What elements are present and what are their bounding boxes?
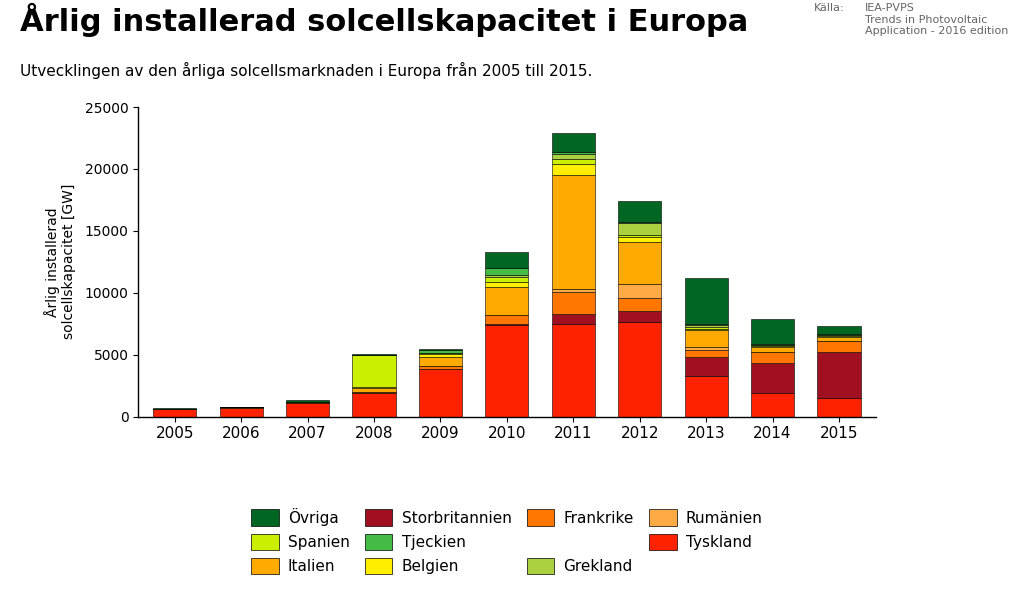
Bar bbox=[817, 352, 860, 398]
Bar bbox=[419, 349, 462, 350]
Bar bbox=[352, 392, 395, 393]
Bar bbox=[552, 164, 595, 175]
Bar bbox=[352, 354, 395, 355]
Bar bbox=[552, 133, 595, 152]
Text: Källa:: Källa: bbox=[814, 3, 845, 13]
Bar bbox=[352, 393, 395, 416]
Bar bbox=[485, 275, 528, 277]
Bar bbox=[552, 324, 595, 416]
Bar bbox=[685, 325, 728, 327]
Bar bbox=[552, 154, 595, 159]
Bar bbox=[552, 152, 595, 154]
Bar bbox=[485, 315, 528, 324]
Bar bbox=[751, 347, 795, 352]
Bar bbox=[618, 222, 662, 224]
Bar bbox=[219, 407, 263, 408]
Bar bbox=[618, 224, 662, 234]
Bar bbox=[419, 353, 462, 357]
Bar bbox=[552, 314, 595, 324]
Bar bbox=[485, 268, 528, 275]
Bar bbox=[685, 327, 728, 328]
Bar bbox=[618, 311, 662, 322]
Bar bbox=[751, 364, 795, 393]
Bar bbox=[618, 237, 662, 242]
Bar bbox=[685, 324, 728, 325]
Bar bbox=[552, 175, 595, 289]
Bar bbox=[419, 357, 462, 367]
Bar bbox=[618, 298, 662, 311]
Bar bbox=[352, 388, 395, 392]
Bar bbox=[154, 409, 197, 416]
Bar bbox=[552, 292, 595, 314]
Bar bbox=[485, 277, 528, 281]
Bar bbox=[154, 408, 197, 409]
Bar bbox=[485, 287, 528, 315]
Bar bbox=[485, 252, 528, 268]
Bar bbox=[352, 387, 395, 388]
Bar bbox=[685, 375, 728, 416]
Bar bbox=[751, 346, 795, 347]
Bar bbox=[219, 408, 263, 416]
Bar bbox=[286, 403, 329, 416]
Bar bbox=[751, 345, 795, 346]
Bar bbox=[618, 234, 662, 237]
Bar bbox=[419, 350, 462, 353]
Bar bbox=[286, 402, 329, 403]
Bar bbox=[685, 347, 728, 350]
Bar bbox=[751, 320, 795, 345]
Bar bbox=[618, 201, 662, 222]
Bar bbox=[485, 325, 528, 416]
Bar bbox=[817, 325, 860, 334]
Bar bbox=[817, 336, 860, 337]
Bar bbox=[552, 159, 595, 164]
Bar bbox=[751, 352, 795, 364]
Y-axis label: Årlig installerad
solcellskapacitet [GW]: Årlig installerad solcellskapacitet [GW] bbox=[44, 184, 77, 340]
Text: Årlig installerad solcellskapacitet i Europa: Årlig installerad solcellskapacitet i Eu… bbox=[20, 3, 749, 37]
Bar bbox=[817, 398, 860, 416]
Bar bbox=[817, 337, 860, 340]
Bar bbox=[618, 242, 662, 284]
Bar bbox=[817, 334, 860, 335]
Bar bbox=[286, 400, 329, 402]
Bar bbox=[817, 341, 860, 352]
Bar bbox=[817, 335, 860, 336]
Bar bbox=[485, 281, 528, 287]
Text: Utvecklingen av den årliga solcellsmarknaden i Europa från 2005 till 2015.: Utvecklingen av den årliga solcellsmarkn… bbox=[20, 62, 593, 80]
Bar bbox=[751, 393, 795, 416]
Bar bbox=[419, 369, 462, 416]
Bar bbox=[685, 328, 728, 330]
Text: IEA-PVPS
Trends in Photovoltaic
Application - 2016 edition: IEA-PVPS Trends in Photovoltaic Applicat… bbox=[865, 3, 1009, 36]
Bar bbox=[552, 289, 595, 292]
Bar bbox=[485, 324, 528, 325]
Bar bbox=[685, 330, 728, 347]
Bar bbox=[685, 350, 728, 357]
Bar bbox=[419, 367, 462, 369]
Bar bbox=[685, 357, 728, 375]
Legend: Övriga, Spanien, Italien, Storbritannien, Tjeckien, Belgien, Frankrike, , Grekla: Övriga, Spanien, Italien, Storbritannien… bbox=[251, 508, 763, 575]
Bar bbox=[618, 322, 662, 416]
Bar bbox=[352, 355, 395, 387]
Bar bbox=[618, 284, 662, 298]
Bar bbox=[685, 278, 728, 324]
